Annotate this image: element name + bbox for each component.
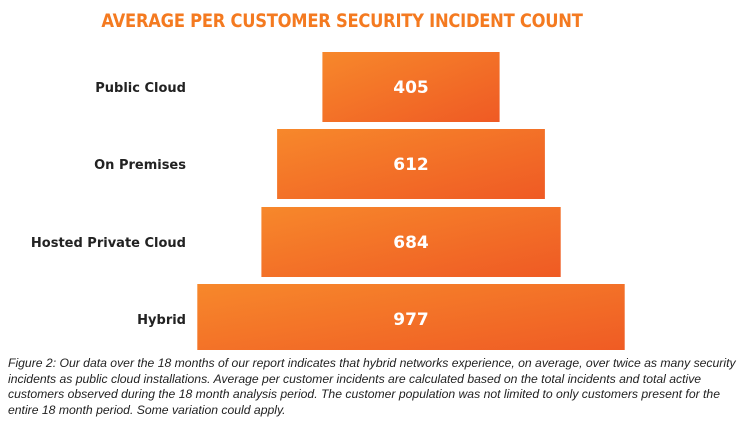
funnel-bar-chart: 405 Public Cloud 612 On Premises 684 Hosted P…	[31, 52, 625, 350]
category-label: On Premises	[94, 158, 186, 173]
bar-public-cloud	[322, 52, 500, 122]
bar-value-label: 977	[393, 310, 429, 330]
bar-value-label: 684	[393, 233, 429, 253]
bar-value-label: 612	[393, 155, 429, 175]
bar-hosted-private-cloud	[261, 207, 561, 277]
bar-hybrid	[197, 284, 625, 350]
category-label: Hybrid	[137, 313, 186, 328]
category-label: Public Cloud	[95, 81, 186, 96]
bar-on-premises	[277, 129, 545, 199]
figure-caption: Figure 2: Our data over the 18 months of…	[8, 356, 736, 417]
chart-title: AVERAGE PER CUSTOMER SECURITY INCIDENT C…	[101, 10, 583, 32]
bars-layer: 405 Public Cloud 612 On Premises 684 Hosted P…	[31, 52, 625, 350]
bar-value-label: 405	[393, 78, 429, 98]
category-label: Hosted Private Cloud	[31, 236, 186, 251]
